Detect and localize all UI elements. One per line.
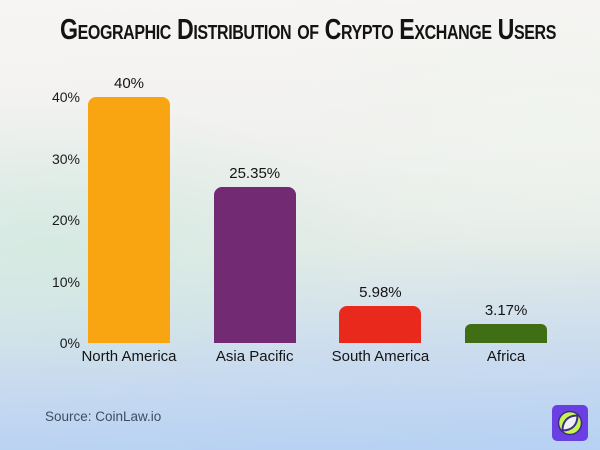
y-axis-tick-label: 20% [51, 212, 80, 228]
x-axis-category-label: Asia Pacific [215, 348, 294, 365]
bar-value-label: 3.17% [484, 301, 528, 319]
bar-africa [465, 323, 548, 343]
y-axis-tick-label: 10% [51, 273, 80, 290]
bar-south-america [339, 306, 422, 343]
y-axis-tick-label: 40% [51, 89, 80, 105]
coinlaw-compass-leaf-logo-icon [552, 405, 588, 441]
y-axis-tick-label: 0% [59, 335, 80, 351]
bar-value-label: 5.98% [359, 284, 402, 302]
bar-north-america [88, 97, 170, 343]
chart-title: Geographic Distribution of Crypto Exchan… [60, 14, 556, 46]
bar-value-label: 25.35% [229, 165, 281, 183]
source-attribution: Source: CoinLaw.io [45, 409, 162, 424]
x-axis-category-label: South America [331, 348, 430, 365]
x-axis-category-label: North America [81, 348, 177, 365]
bar-value-label: 40% [113, 75, 145, 92]
y-axis-tick-label: 30% [51, 150, 80, 167]
x-axis-category-label: Africa [486, 348, 526, 365]
bar-asia-pacific [213, 187, 296, 343]
